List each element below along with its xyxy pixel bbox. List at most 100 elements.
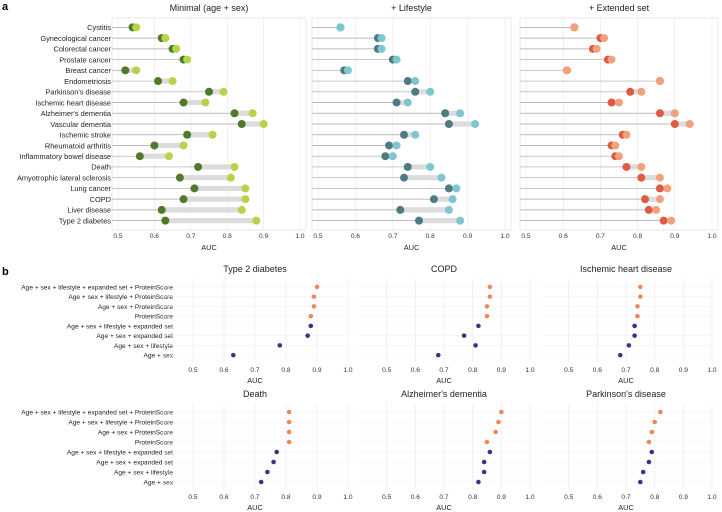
facet-alzheimer-s-dementia-point [487,449,493,455]
model-label-age-sex-expanded-set: Age + sex + expanded set [96,333,173,340]
facet-2-protein-point [426,162,435,171]
facet-death-point [271,459,276,465]
facet-1-base-point [121,66,130,75]
facet-alzheimer-s-dementia-point [499,409,504,415]
facet-1-tick-label: 0.6 [150,233,159,240]
facet-2-base-point [444,120,453,128]
facet-alzheimer-s-dementia-point [476,479,481,485]
facet-alzheimer-s-dementia-point [493,429,498,435]
facet-alzheimer-s-dementia-title: Alzheimer's dementia [401,389,487,399]
facet-ischemic-heart-disease-tick-label: 0.6 [593,367,602,374]
model-label-age-sex-expanded-set: Age + sex + expanded set [96,460,173,467]
disease-label-type-2-diabetes: Type 2 diabetes [59,216,111,225]
facet-ischemic-heart-disease-tick-label: 0.5 [564,367,573,374]
facet-2-base-point [411,87,420,96]
facet-type-2-diabetes-title: Type 2 diabetes [223,264,287,274]
facet-3-protein-point [607,55,616,64]
model-label-age-sex-lifestyle-expanded-set-proteinscore: Age + sex + lifestyle + expanded set + P… [21,410,173,417]
facet-1-base-point [179,98,188,107]
facet-alzheimer-s-dementia-tick-label: 0.8 [468,494,477,501]
facet-alzheimer-s-dementia-tick-label: 0.5 [382,494,391,501]
facet-copd-point [487,284,493,290]
facet-type-2-diabetes-tick-label: 1.0 [343,367,352,374]
facet-2-protein-point [448,195,457,204]
facet-1-tick-label: 0.9 [259,233,268,240]
facet-2-base-point [392,98,401,107]
facet-copd-point [476,323,481,329]
facet-3-protein-point [615,152,623,161]
facet-3-protein-point [592,44,601,53]
facet-death-tick-label: 0.8 [281,494,290,501]
facet-3-tick-label: 0.8 [633,233,642,240]
facet-1-protein-point [259,120,268,128]
disease-label-rheumatoid-arthritis: Rheumatoid arthritis [45,141,111,150]
facet-type-2-diabetes-tick-label: 0.6 [219,367,228,374]
facet-2-protein-point [426,87,435,96]
facet-2-base-point [381,152,390,161]
facet-copd-tick-label: 0.8 [468,367,477,374]
facet-ischemic-heart-disease-point [626,343,632,348]
facet-2-base-point [441,109,450,118]
facet-1-base-point [194,162,203,171]
facet-ischemic-heart-disease-tick-label: 0.8 [650,367,659,374]
facet-3-base-point [655,184,664,193]
disease-label-gynecological-cancer: Gynecological cancer [40,34,111,43]
facet-alzheimer-s-dementia-point [484,439,490,445]
facet-death-point [258,479,264,485]
facet-3-base-point [637,173,646,182]
facet-parkinson-s-disease-point [658,409,663,415]
facet-3-base-point [626,87,635,96]
facet-1-base-point [135,152,144,161]
facet-1-axis-label: AUC [201,243,217,252]
facet-ischemic-heart-disease-point [632,323,637,329]
facet-parkinson-s-disease-point [646,459,652,465]
facet-copd-point [484,313,490,319]
facet-1-protein-point [241,184,250,193]
facet-alzheimer-s-dementia-tick-label: 0.7 [439,494,448,501]
facet-alzheimer-s-dementia-point [481,469,487,475]
facet-1-base-point [183,130,192,139]
disease-label-breast-cancer: Breast cancer [65,66,111,75]
facet-1-protein-point [172,44,181,53]
facet-2-protein-point [471,120,480,128]
model-label-age-sex-proteinscore: Age + sex + ProteinScore [98,430,173,437]
facet-1-base-point [230,109,239,118]
facet-type-2-diabetes-point [231,352,236,358]
facet-3-base-point [641,195,650,204]
facet-1-base-point [179,195,188,204]
facet-3-protein-point [600,34,609,43]
facet-3-protein-point [637,87,646,96]
panel-b-dot-charts: Age + sex + lifestyle + expanded set + P… [21,264,717,512]
facet-1-protein-point [201,98,210,107]
facet-2-protein-point [392,55,401,64]
facet-death-tick-label: 0.6 [219,494,228,501]
facet-1-protein-point [226,173,235,182]
facet-2-base-point [400,173,409,182]
facet-parkinson-s-disease-point [646,439,652,445]
disease-label-copd: COPD [90,195,111,204]
facet-parkinson-s-disease-point [640,469,646,475]
model-label-age-sex: Age + sex [143,480,173,487]
facet-1-base-point [190,184,199,193]
facet-2-protein-point [452,184,461,193]
facet-ischemic-heart-disease-tick-label: 0.9 [679,367,688,374]
disease-label-lung-cancer: Lung cancer [70,184,111,193]
facet-1-base-point [175,173,184,182]
facet-1-base-point [237,120,246,128]
facet-2-base-point [400,130,409,139]
facet-type-2-diabetes-point [308,313,314,319]
facet-parkinson-s-disease-point [652,419,657,425]
facet-death-point [286,419,292,425]
facet-type-2-diabetes-tick-label: 0.7 [250,367,259,374]
facet-1-protein-point [248,109,257,118]
facet-copd-point [473,343,478,348]
facet-ischemic-heart-disease-title: Ischemic heart disease [580,264,672,274]
facet-type-2-diabetes-tick-label: 0.8 [281,367,290,374]
facet-death-tick-label: 0.5 [188,494,197,501]
facet-2-tick-label: 0.9 [463,233,472,240]
facet-2-protein-point [437,173,446,182]
facet-3-protein-point [570,23,579,32]
facet-3-protein-point [667,216,676,225]
facet-3-base-point [622,162,631,171]
facet-copd-point [435,352,441,358]
